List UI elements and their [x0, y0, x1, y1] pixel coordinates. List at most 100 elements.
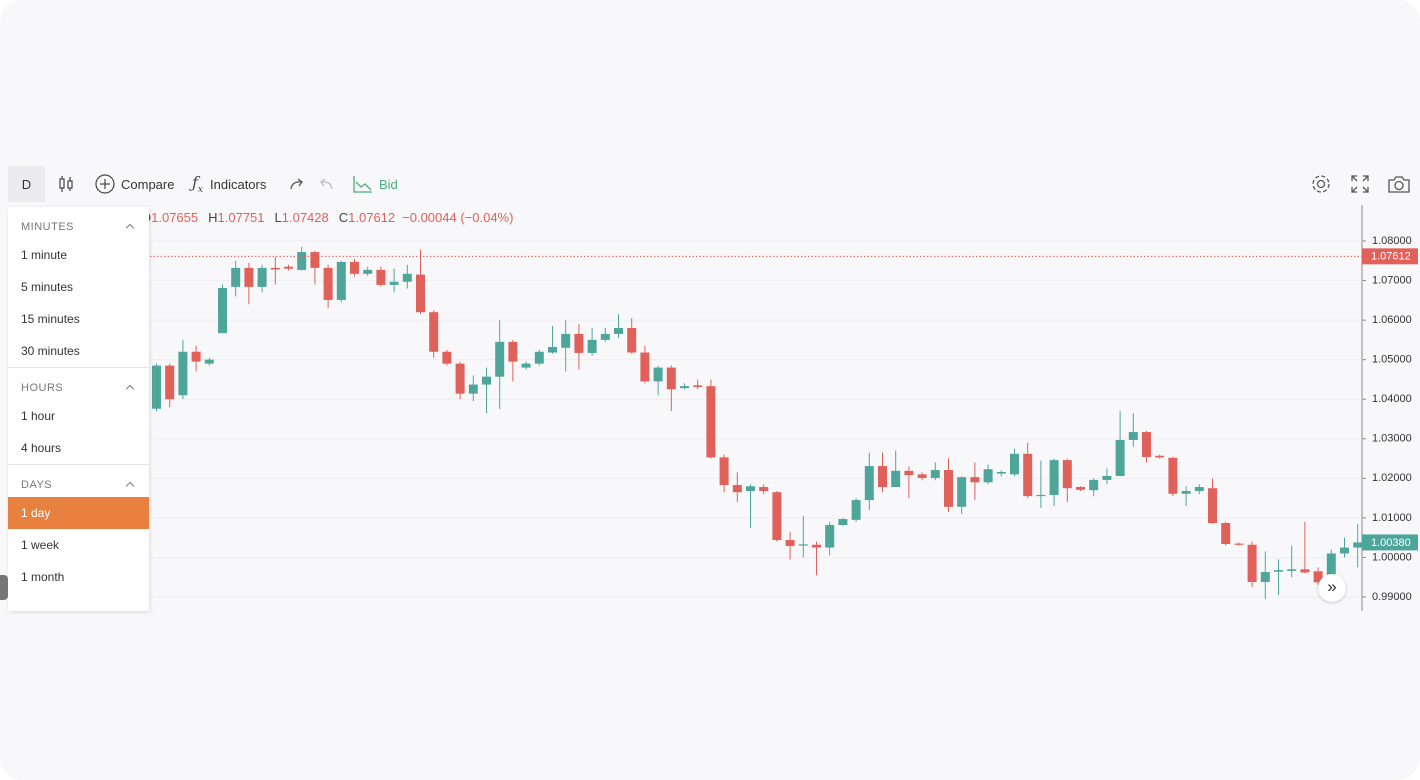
candle-body [548, 347, 557, 353]
undo-icon [320, 178, 333, 190]
candle-body [1313, 571, 1323, 583]
legend-key: L [274, 210, 282, 225]
interval-button[interactable]: D [8, 166, 45, 202]
candle-body [350, 261, 359, 274]
screenshot-button[interactable] [1387, 166, 1411, 202]
chart-type-button[interactable] [56, 166, 76, 202]
candle-body [1062, 460, 1072, 489]
candle-body [1260, 572, 1270, 582]
menu-item[interactable]: 5 minutes [21, 280, 74, 294]
y-tick-label: 1.05000 [1372, 354, 1412, 366]
candle-body [561, 333, 571, 348]
redo-button[interactable] [288, 166, 306, 202]
candle-body [455, 363, 465, 394]
candle-body [468, 384, 478, 394]
settings-button[interactable] [1310, 166, 1332, 202]
legend-value: 1.07751 [217, 210, 265, 225]
menu-item[interactable]: 1 month [21, 570, 65, 584]
legend-change: −0.00044 (−0.04%) [402, 210, 514, 225]
candle-body [1142, 432, 1151, 457]
fullscreen-icon [1351, 175, 1369, 193]
candles [152, 246, 1363, 599]
menu-item[interactable]: 15 minutes [21, 312, 80, 326]
candle-body [1247, 544, 1257, 582]
y-tick-label: 1.04000 [1372, 393, 1412, 405]
section-header[interactable]: HOURS [8, 368, 149, 400]
candle-body [508, 341, 518, 362]
indicators-button[interactable]: ƒx Indicators [192, 166, 266, 202]
price-type-button[interactable]: Bid [352, 166, 398, 202]
candle-body [1194, 487, 1204, 491]
candle-body [600, 333, 610, 340]
candle-body [152, 365, 161, 409]
legend-key: C [338, 210, 349, 225]
candle-body [1287, 569, 1297, 571]
candle-body [917, 474, 927, 478]
candle-body [957, 477, 967, 507]
candle-body [204, 359, 214, 364]
ohlc-legend: O1.07655H1.07751L1.07428C1.07612−0.00044… [141, 210, 513, 225]
candle-body [1115, 439, 1125, 476]
candle-body [1049, 460, 1059, 495]
price-type-label: Bid [379, 176, 398, 192]
candle-body [746, 486, 755, 491]
candle-body [389, 281, 399, 285]
menu-section: DAYS 1 day 1 week 1 month [8, 465, 149, 593]
y-tick-label: 1.02000 [1372, 472, 1412, 484]
candle-body [1036, 494, 1046, 497]
menu-item[interactable]: 1 hour [21, 409, 56, 423]
last-price-tag [1362, 248, 1418, 265]
candle-body [402, 273, 412, 282]
redo-icon [290, 178, 303, 190]
candle-body [336, 261, 346, 300]
menu-section: HOURS 1 hour 4 hours [8, 368, 149, 465]
candle-body [284, 266, 293, 269]
candle-body [891, 470, 901, 488]
y-tick-label: 1.03000 [1372, 433, 1412, 445]
menu-section: MINUTES 1 minute 5 minutes 15 minutes 30 min… [8, 207, 149, 368]
candle-body [257, 267, 267, 287]
menu-item[interactable]: 30 minutes [21, 344, 80, 358]
last-price-label: 1.07612 [1371, 251, 1411, 263]
y-tick-label: 1.06000 [1372, 314, 1412, 326]
menu-item[interactable]: 4 hours [21, 441, 62, 455]
plus-icon [95, 174, 115, 194]
candle-body [812, 544, 821, 548]
candle-body [785, 540, 795, 546]
fx-icon: ƒx [192, 172, 203, 196]
candle-body [851, 500, 861, 520]
candle-body [719, 457, 729, 486]
candle-body [970, 477, 980, 483]
candle-body [429, 312, 439, 352]
side-toggle[interactable] [0, 575, 8, 600]
candle-body [297, 252, 307, 270]
candle-body [1076, 487, 1085, 490]
candle-icon [59, 176, 73, 192]
fullscreen-button[interactable] [1350, 166, 1370, 202]
section-header[interactable]: DAYS [8, 465, 149, 497]
candle-body [482, 376, 491, 385]
menu-item[interactable]: 1 minute [21, 248, 68, 262]
candle-body [270, 267, 280, 270]
compare-label: Compare [121, 176, 175, 192]
candle-body [442, 351, 452, 364]
candle-body [759, 487, 769, 491]
menu-item[interactable]: 1 day [8, 497, 149, 529]
candle-body [1326, 553, 1336, 578]
candle-body [996, 472, 1006, 474]
candle-body [732, 485, 742, 493]
camera-icon [1388, 176, 1410, 193]
candle-body [231, 267, 241, 287]
candle-body [614, 328, 623, 334]
indicators-label: Indicators [210, 176, 267, 192]
section-header[interactable]: MINUTES [8, 207, 149, 239]
compare-button[interactable]: Compare [94, 166, 174, 202]
undo-button[interactable] [317, 166, 335, 202]
y-tick-label: 1.01000 [1372, 512, 1412, 524]
scroll-to-end-button[interactable]: » [1318, 574, 1346, 602]
candle-body [363, 269, 373, 274]
menu-item[interactable]: 1 week [21, 538, 60, 552]
candle-body [376, 269, 386, 285]
candle-body [772, 492, 782, 541]
